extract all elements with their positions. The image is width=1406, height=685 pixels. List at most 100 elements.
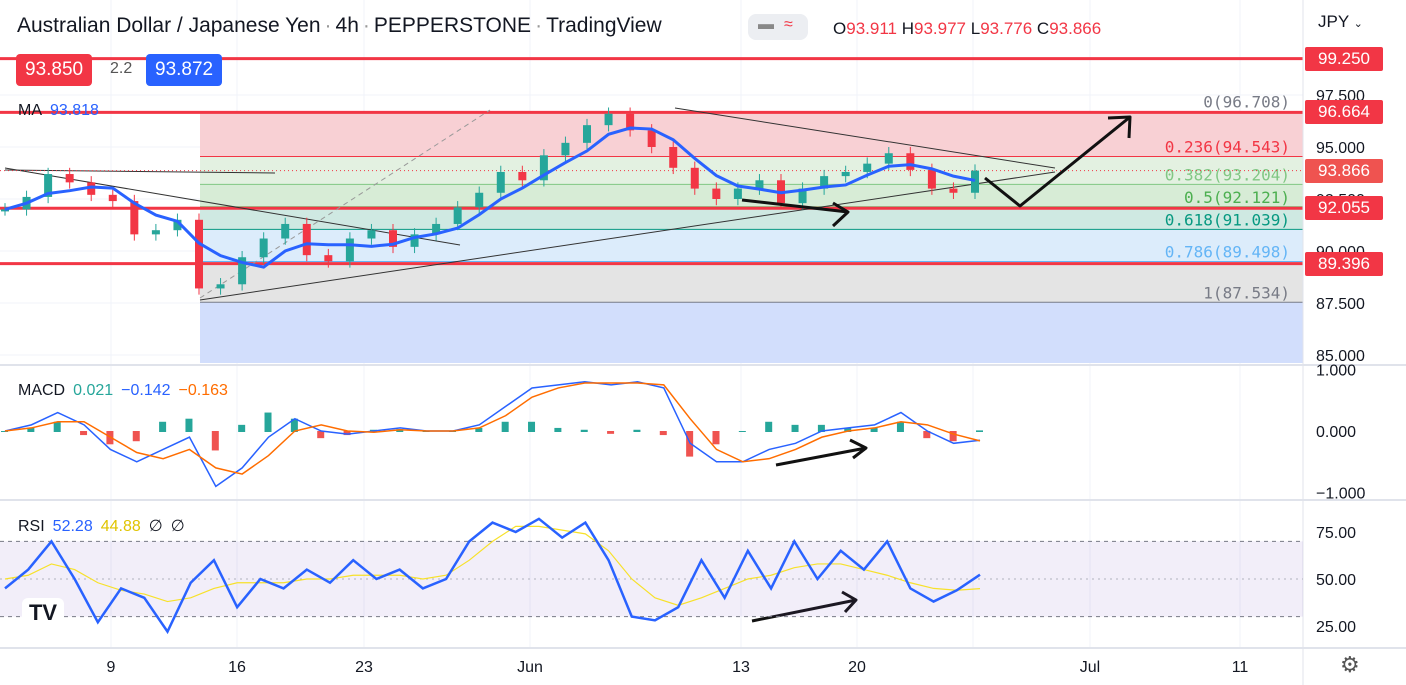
candle — [108, 194, 117, 202]
macd-histogram-bar — [27, 427, 35, 432]
candle — [475, 192, 484, 208]
macd-histogram-bar — [870, 427, 878, 432]
trendline — [674, 107, 1056, 169]
symbol-title[interactable]: Australian Dollar / Japanese Yen · 4h · PEPP… — [17, 14, 662, 37]
rsi-legend[interactable]: RSI 52.28 44.88 ∅ ∅ — [18, 518, 185, 535]
symbol-name: Australian Dollar / Japanese Yen — [17, 14, 321, 37]
macd-histogram-bar — [396, 429, 404, 432]
time-axis-label: 23 — [355, 659, 373, 676]
macd-histogram-bar — [317, 431, 325, 439]
candle — [389, 230, 397, 247]
macd-axis-tick: 0.000 — [1316, 424, 1356, 441]
macd-histogram-bar — [211, 431, 219, 451]
tradingview-logo[interactable]: TV — [22, 598, 64, 628]
candle — [324, 255, 333, 262]
settings-gear-icon[interactable]: ⚙ — [1340, 652, 1360, 677]
price-tag: 99.250 — [1305, 46, 1383, 71]
macd-histogram-bar — [607, 431, 615, 434]
signal-line — [4, 382, 981, 475]
macd-histogram-bar — [159, 421, 167, 432]
candle — [884, 153, 893, 164]
minus-icon: ▬ — [758, 16, 774, 33]
candle — [238, 257, 247, 285]
fib-label: 0(96.708) — [1203, 92, 1290, 111]
sell-button[interactable]: 93.850 — [16, 54, 93, 86]
rsi-axis-tick: 50.00 — [1316, 572, 1356, 589]
candle — [798, 188, 807, 204]
fib-trend-dashed — [199, 109, 491, 299]
candle — [496, 171, 505, 193]
candle — [971, 170, 979, 193]
macd-line — [4, 381, 981, 488]
exchange: PEPPERSTONE — [373, 14, 532, 37]
candle — [518, 171, 527, 181]
macd-histogram-bar — [659, 431, 667, 436]
macd-histogram-bar — [475, 427, 483, 432]
candle — [173, 219, 182, 231]
candle — [626, 113, 635, 131]
macd-histogram-bar — [633, 429, 641, 432]
price-tag: 92.055 — [1305, 196, 1383, 221]
time-axis-label: Jun — [517, 659, 543, 676]
macd-histogram-bar — [264, 412, 272, 432]
fib-label: 0.786(89.498) — [1165, 242, 1290, 261]
currency-selector[interactable]: JPY ⌄ — [1318, 12, 1363, 31]
fib-label: 0.382(93.204) — [1165, 165, 1290, 184]
candle — [539, 155, 548, 181]
arrowhead — [841, 590, 858, 614]
fib-extension-zone — [200, 302, 1303, 363]
ma-legend[interactable]: MA 93.818 — [18, 102, 99, 119]
macd-histogram-bar — [238, 424, 246, 432]
macd-histogram-bar — [53, 421, 61, 432]
candle — [130, 201, 139, 235]
fib-zone — [200, 206, 1303, 230]
interval[interactable]: 4h — [335, 14, 359, 37]
macd-histogram-bar — [791, 424, 799, 432]
candle — [367, 230, 376, 239]
macd-legend[interactable]: MACD 0.021 −0.142 −0.163 — [18, 382, 228, 399]
macd-histogram-bar — [712, 431, 720, 445]
fib-label: 0.618(91.039) — [1165, 210, 1290, 229]
rsi-divergence-arrow — [751, 598, 857, 623]
trendline — [199, 171, 1056, 301]
ma-line — [4, 126, 976, 269]
macd-histogram-bar — [896, 421, 904, 432]
arrowhead — [831, 201, 850, 228]
rsi-axis-tick: 25.00 — [1316, 619, 1356, 636]
macd-histogram-bar — [580, 429, 588, 432]
candle — [151, 230, 160, 235]
candle — [927, 169, 936, 189]
fib-zone — [200, 156, 1303, 185]
trendline — [4, 169, 276, 174]
wave-icon: ≈ — [784, 16, 793, 33]
buy-button[interactable]: 93.872 — [146, 54, 223, 86]
candle — [281, 223, 290, 239]
trendline — [4, 167, 461, 246]
macd-histogram-bar — [817, 424, 825, 432]
rsi-ma-line — [4, 525, 981, 606]
price-tag: 89.396 — [1305, 251, 1383, 276]
macd-histogram-bar — [844, 427, 852, 432]
candle — [647, 130, 656, 147]
macd-histogram-bar — [343, 431, 351, 436]
macd-histogram-bar — [738, 431, 746, 432]
time-axis-label: 16 — [228, 659, 246, 676]
candle — [195, 219, 203, 289]
time-axis-label: 13 — [732, 659, 750, 676]
candle — [906, 153, 915, 170]
macd-histogram-bar — [80, 431, 88, 436]
arrowhead — [849, 438, 868, 460]
candle — [259, 238, 268, 258]
ohlc-readout: O93.911 H93.977 L93.776 C93.866 — [833, 19, 1102, 38]
candle — [561, 142, 570, 156]
time-axis-label: 9 — [107, 659, 116, 676]
macd-divergence-arrow — [775, 446, 867, 467]
indicator-toggle-pill[interactable]: ▬ ≈ — [748, 14, 808, 40]
projection-arrow — [984, 115, 1131, 208]
time-axis-label: 20 — [848, 659, 866, 676]
fib-zone — [200, 111, 1303, 157]
fib-label: 1(87.534) — [1203, 283, 1290, 302]
candle — [669, 147, 678, 168]
candle — [583, 125, 591, 143]
